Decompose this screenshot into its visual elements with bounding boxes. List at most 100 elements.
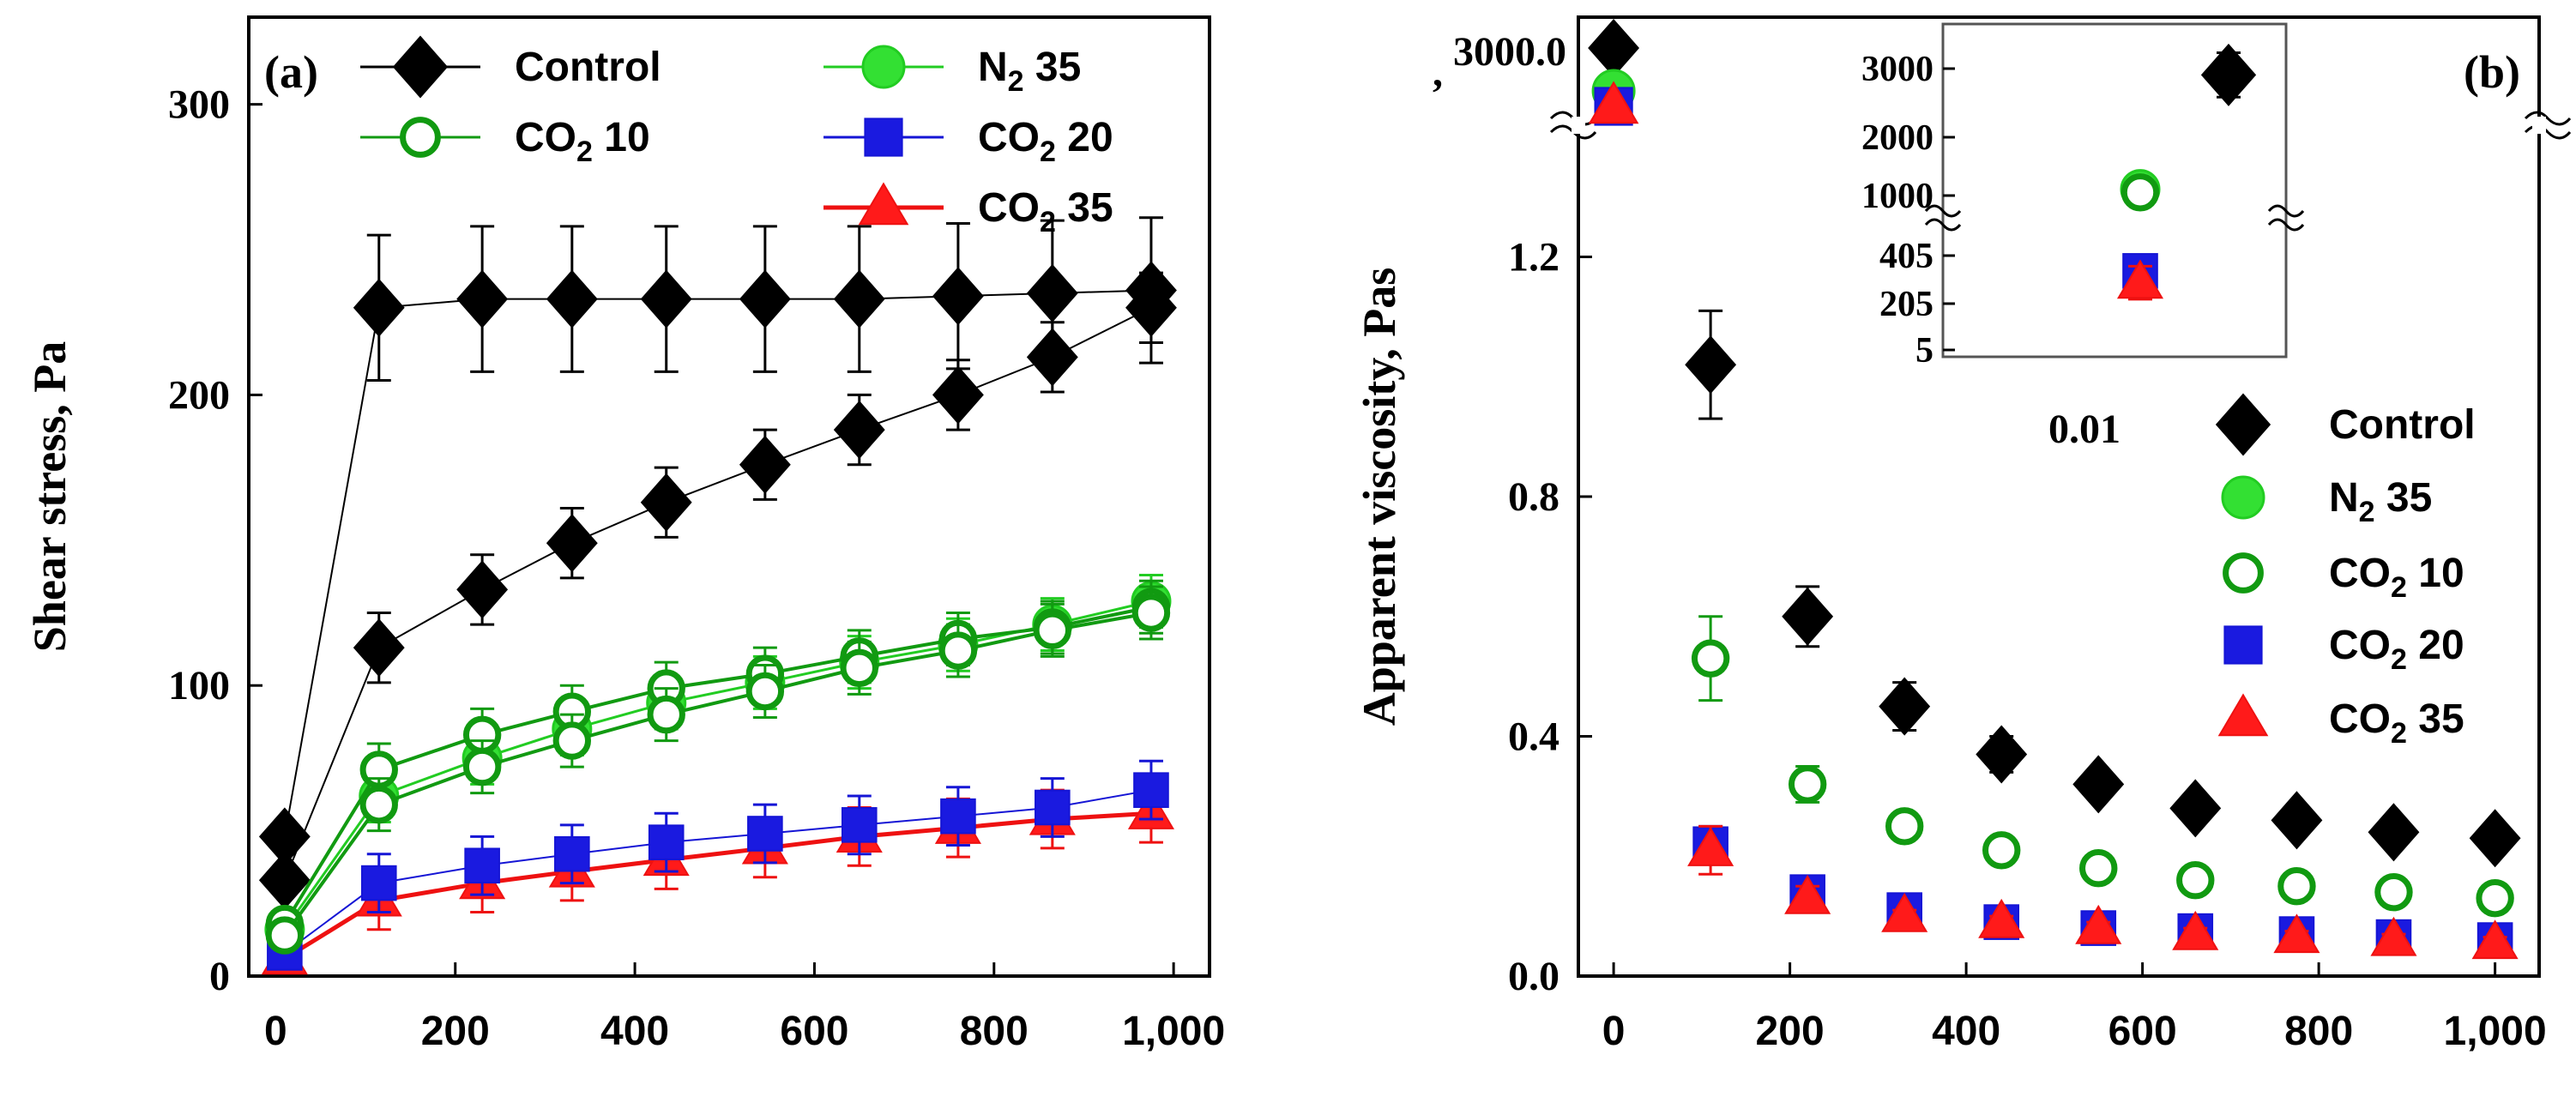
panel-b-label: (b) [2464, 46, 2520, 98]
data-point [360, 865, 397, 901]
inset-y-ticks: 3000 2000 1000 405 205 5 [1861, 50, 1955, 371]
legend-item-control: Control [360, 35, 661, 99]
data-point [833, 401, 885, 460]
series-line [283, 600, 1152, 931]
data-point [648, 824, 685, 860]
data-point [1879, 677, 1931, 736]
data-point [546, 514, 598, 573]
panel-b-legend: Control N2 35 CO2 10 CO2 20 CO2 35 [2215, 393, 2476, 750]
legend-label-control: Control [515, 45, 661, 90]
data-point [2169, 779, 2222, 838]
x-tick-label: 1,000 [1122, 1009, 1225, 1054]
y-tick-label: 100 [168, 663, 230, 708]
panel-b-axis-break-marks [1549, 111, 2572, 140]
legend-marker [2215, 393, 2271, 456]
series-line [283, 811, 1152, 961]
panel-b-broken-axis-points [1588, 18, 1640, 126]
data-point [739, 435, 791, 494]
legend-item-co2_35: CO2 35 [2217, 693, 2464, 750]
data-point [552, 721, 592, 760]
inset-tick-label: 5 [1915, 331, 1934, 371]
data-point [554, 835, 590, 872]
data-point [647, 695, 685, 734]
data-point [2469, 809, 2521, 868]
data-point [456, 269, 509, 328]
series-line [284, 789, 1152, 954]
y-tick-label: 0 [209, 954, 230, 999]
series-co2_10 [265, 585, 1171, 955]
data-point [640, 269, 692, 328]
legend-label-co2_10: CO2 10 [515, 115, 650, 168]
inset-points [2116, 43, 2257, 301]
series-co2_35 [1687, 824, 2519, 960]
inset-point-co2_35 [2116, 259, 2164, 299]
data-point [1976, 725, 2028, 784]
legend-marker [858, 182, 909, 226]
data-point [2176, 860, 2215, 900]
data-point [841, 807, 878, 843]
data-point [1982, 831, 2021, 870]
panel-a-y-ticks: 0 100 200 300 [168, 82, 262, 999]
y-tick-label: 300 [168, 82, 230, 128]
y-tick-label: 0.0 [1508, 954, 1559, 999]
data-point [456, 560, 509, 619]
data-point [464, 847, 500, 884]
data-point [745, 672, 785, 711]
inset-x-label: 0.01 [2048, 407, 2121, 452]
data-point [2368, 803, 2420, 862]
legend-marker [392, 35, 449, 99]
panel-a-series [258, 216, 1177, 975]
data-point [2370, 916, 2417, 956]
data-point [353, 618, 405, 678]
data-point [1784, 874, 1831, 914]
series-line [283, 306, 1152, 881]
data-point [2277, 866, 2316, 906]
data-point [2075, 904, 2122, 944]
panel-b-series [1685, 309, 2521, 960]
broken-axis-point-control [1588, 18, 1640, 78]
legend-item-control: Control [2215, 393, 2476, 456]
legend-label-co2_20: CO2 20 [2329, 623, 2464, 676]
broken-axis-point-co2_35 [1588, 81, 1639, 124]
x-tick-label: 1,000 [2444, 1009, 2547, 1054]
break-mark-right [2524, 111, 2572, 140]
data-point [2374, 872, 2413, 912]
panel-a-x-ticks: 0 200 400 600 800 1,000 [264, 962, 1225, 1054]
data-point [1131, 594, 1171, 632]
data-point [258, 851, 311, 910]
legend-item-n2_35: N2 35 [823, 45, 1081, 98]
inset-tick-label: 205 [1879, 285, 1934, 324]
y-tick-label: 0.8 [1508, 474, 1559, 520]
x-tick-label: 400 [1932, 1009, 2000, 1054]
inset-tick-label: 1000 [1861, 177, 1934, 216]
data-point [2172, 910, 2219, 950]
panel-b-y-axis-label: Apparent viscosity, Pas [1354, 268, 1405, 726]
series-control [258, 271, 1177, 910]
panel-b-chart: (b) Apparent viscosity, Pas 3000.0 , 0.0… [1354, 15, 2572, 1054]
legend-label-co2_35: CO2 35 [2329, 696, 2464, 750]
data-point [2273, 913, 2320, 954]
series-co2_10 [1691, 615, 2514, 918]
data-point [739, 269, 791, 328]
data-point [2079, 849, 2118, 888]
inset-point-control [2200, 43, 2257, 106]
break-gap-right [2532, 117, 2546, 134]
data-point [353, 278, 405, 337]
legend-item-co2_10: CO2 10 [360, 115, 650, 168]
series-control [1685, 309, 2521, 868]
x-tick-label: 0 [264, 1009, 287, 1054]
panel-b-top-break-sublabel: , [1433, 50, 1443, 95]
data-point [932, 267, 984, 326]
x-tick-label: 200 [421, 1009, 490, 1054]
legend-item-n2_35: N2 35 [2221, 475, 2432, 528]
data-point [833, 269, 885, 328]
data-point [1691, 639, 1730, 678]
series-co2_20 [267, 759, 1169, 971]
data-point [359, 785, 398, 824]
panel-b-top-break-label: 3000.0 [1453, 29, 1566, 75]
data-point [265, 916, 305, 955]
legend-label-n2_35: N2 35 [2329, 475, 2432, 528]
legend-item-co2_35: CO2 35 [823, 182, 1113, 238]
legend-label-co2_20: CO2 20 [978, 115, 1113, 168]
data-point [462, 747, 502, 787]
